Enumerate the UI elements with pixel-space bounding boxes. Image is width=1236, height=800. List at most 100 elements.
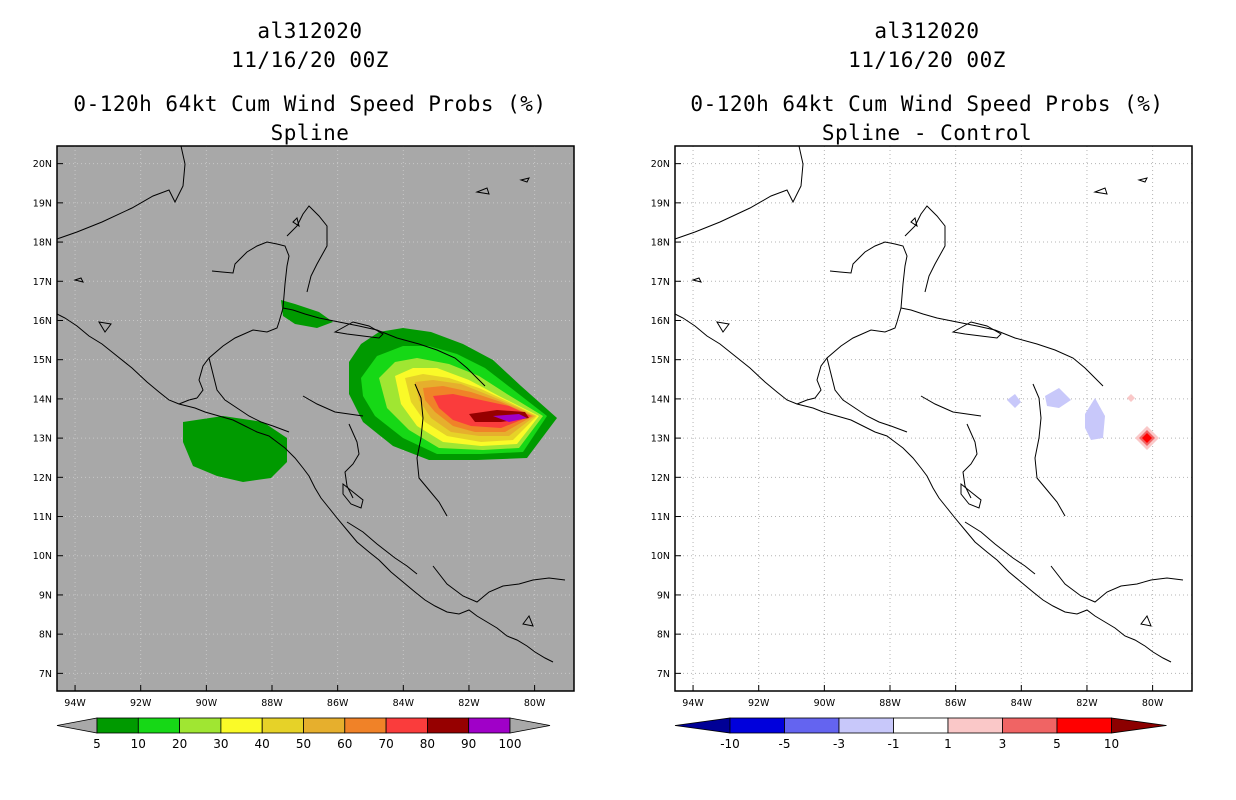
lon-label: 80W [1142,698,1164,709]
lon-label: 86W [327,698,349,709]
colorbar-swatch [96,717,139,734]
lon-label: 80W [524,698,546,709]
right-lon-labels: 94W 92W 90W 88W 86W 84W 82W 80W [682,685,1164,709]
lat-label: 9N [39,590,52,601]
lat-label: 16N [33,316,52,327]
right-map-frame [674,145,1193,692]
colorbar-swatch [838,717,894,734]
lat-label: 7N [39,669,52,680]
colorbar-extend-low [56,717,98,734]
colorbar-extend-high [509,717,551,734]
left-lon-labels: 94W 92W 90W 88W 86W 84W 82W 80W [64,685,546,709]
lon-label: 82W [1076,698,1098,709]
lat-label: 19N [651,198,670,209]
colorbar-label: 100 [499,737,522,751]
right-product-title: 0-120h 64kt Cum Wind Speed Probs (%) [690,92,1164,116]
colorbar-label: 40 [255,737,270,751]
left-storm-id: al312020 [257,19,363,43]
colorbar-label: 10 [131,737,146,751]
colorbar-swatch [303,717,346,734]
lat-label: 20N [651,159,670,170]
lat-label: 20N [33,159,52,170]
lon-label: 86W [945,698,967,709]
lat-label: 12N [33,473,52,484]
left-map-frame [56,145,575,692]
lon-label: 90W [814,698,836,709]
lat-label: 12N [651,473,670,484]
colorbar-swatch [220,717,263,734]
diff-region-neg-1c [1085,398,1105,440]
colorbar-label: -3 [833,737,845,751]
colorbar-swatch [1002,717,1058,734]
lon-label: 88W [261,698,283,709]
lon-label: 94W [682,698,704,709]
colorbar-swatch [468,717,511,734]
colorbar-label: 5 [93,737,101,751]
colorbar-extend-high [1111,717,1167,734]
lon-label: 92W [130,698,152,709]
left-colorbar: 5 10 20 30 40 50 60 70 80 90 100 [56,717,551,751]
colorbar-swatch [784,717,840,734]
colorbar-swatch [426,717,470,734]
right-difference-shading [1007,388,1159,450]
colorbar-swatch [179,717,222,734]
colorbar-swatch [137,717,181,734]
lat-label: 9N [657,590,670,601]
colorbar-label: 20 [172,737,187,751]
prob-region-90 [493,414,527,422]
right-map: 20N19N18N17N16N15N14N13N12N11N10N9N8N7N … [651,145,1193,709]
colorbar-swatch [1056,717,1112,734]
lat-label: 13N [33,434,52,445]
colorbar-label: -5 [779,737,791,751]
diff-region-neg-1a [1007,394,1021,408]
lat-label: 7N [657,669,670,680]
prob-region-5-west [183,416,287,482]
colorbar-label: -1 [888,737,900,751]
colorbar-label: 50 [296,737,311,751]
lon-label: 90W [196,698,218,709]
lat-label: 14N [651,394,670,405]
lat-label: 14N [33,394,52,405]
lon-label: 88W [879,698,901,709]
lat-label: 17N [651,277,670,288]
lon-label: 92W [748,698,770,709]
left-map: 20N19N18N17N16N15N14N13N12N11N10N9N8N7N … [33,145,575,709]
colorbar-swatch [385,717,428,734]
lat-label: 15N [651,355,670,366]
lat-label: 13N [651,434,670,445]
left-lat-labels: 20N 19N 18N 17N 16N 15N 14N 13N 12N 11N 10N 9N 8N 7N [33,159,63,680]
right-lat-labels: 20N 19N 18N 17N 16N 15N 14N 13N 12N 11N 10N 9N 8N 7N [651,159,681,680]
left-variant-label: Spline [270,121,350,145]
lat-label: 8N [657,630,670,641]
diff-region-pos-1a [1127,394,1135,402]
lat-label: 16N [651,316,670,327]
colorbar-swatch [344,717,387,734]
lat-label: 17N [33,277,52,288]
left-title-block: al312020 11/16/20 00Z 0-120h 64kt Cum Wi… [40,17,580,148]
right-variant-label: Spline - Control [821,121,1033,145]
colorbar-label: 3 [999,737,1007,751]
colorbar-label: 80 [420,737,435,751]
lat-label: 18N [651,238,670,249]
prob-region-5-north [281,300,333,328]
colorbar-extend-low [674,717,731,734]
lat-label: 11N [33,512,52,523]
right-init-time: 11/16/20 00Z [848,48,1006,72]
colorbar-label: 60 [337,737,352,751]
lat-label: 19N [33,198,52,209]
lon-label: 84W [1011,698,1033,709]
lat-label: 10N [33,551,52,562]
lat-label: 8N [39,630,52,641]
left-init-time: 11/16/20 00Z [231,48,389,72]
right-colorbar: -10 -5 -3 -1 1 3 5 10 [674,717,1167,751]
colorbar-label: 1 [944,737,952,751]
lat-label: 10N [651,551,670,562]
right-map-background [675,146,1192,691]
right-title-block: al312020 11/16/20 00Z 0-120h 64kt Cum Wi… [657,17,1197,148]
colorbar-label: 10 [1104,737,1119,751]
left-probability-shading [183,300,557,482]
right-storm-id: al312020 [874,19,980,43]
left-product-title: 0-120h 64kt Cum Wind Speed Probs (%) [73,92,547,116]
diff-region-pos-5 [1142,433,1152,443]
lat-label: 11N [651,512,670,523]
